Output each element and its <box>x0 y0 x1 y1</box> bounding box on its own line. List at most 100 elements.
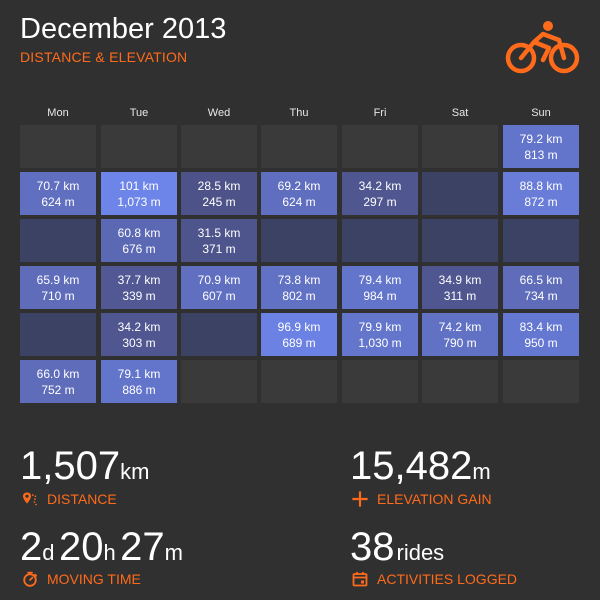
day-elevation: 752 m <box>41 382 75 397</box>
calendar-day-cell: 79.1 km 886 m <box>101 360 177 403</box>
weekday-label: Thu <box>289 107 309 119</box>
calendar-rest-day-cell <box>20 219 96 262</box>
distance-stat: 1,507km <box>20 444 149 494</box>
calendar-day-cell: 66.0 km 752 m <box>20 360 96 403</box>
day-distance: 70.9 km <box>197 272 241 287</box>
moving-time-hours-unit: h <box>103 540 116 565</box>
calendar-day-cell: 101 km 1,073 m <box>101 172 177 215</box>
calendar-empty-cell <box>181 125 257 168</box>
day-distance: 79.9 km <box>358 319 402 334</box>
day-distance: 60.8 km <box>117 225 161 240</box>
day-distance: 96.9 km <box>277 319 321 334</box>
day-distance: 74.2 km <box>438 319 482 334</box>
day-distance: 31.5 km <box>197 225 241 240</box>
calendar-day-cell: 70.9 km 607 m <box>181 266 257 309</box>
calendar-day-cell: 66.5 km 734 m <box>503 266 579 309</box>
distance-label-row: DISTANCE <box>22 490 117 508</box>
calendar-rest-day-cell <box>20 313 96 356</box>
day-elevation: 607 m <box>202 288 236 303</box>
day-elevation: 689 m <box>282 335 316 350</box>
calendar-day-cell: 74.2 km 790 m <box>422 313 498 356</box>
calendar-day-cell: 31.5 km 371 m <box>181 219 257 262</box>
day-distance: 69.2 km <box>277 178 321 193</box>
calendar-empty-cell <box>422 360 498 403</box>
calendar-day-cell: 79.2 km 813 m <box>503 125 579 168</box>
calendar-day-cell: 37.7 km 339 m <box>101 266 177 309</box>
calendar-empty-cell <box>342 360 418 403</box>
moving-time-days: 2 <box>20 525 43 569</box>
day-elevation: 813 m <box>524 147 558 162</box>
calendar-rest-day-cell <box>503 219 579 262</box>
calendar-day-cell: 79.9 km 1,030 m <box>342 313 418 356</box>
elevation-stat: 15,482m <box>350 444 491 494</box>
activities-stat: 38rides <box>350 525 444 575</box>
calendar-empty-cell <box>181 360 257 403</box>
day-elevation: 1,073 m <box>117 194 161 209</box>
day-elevation: 710 m <box>41 288 75 303</box>
calendar-day-cell: 65.9 km 710 m <box>20 266 96 309</box>
distance-label: DISTANCE <box>47 491 117 507</box>
day-distance: 101 km <box>119 178 159 193</box>
calendar-day-cell: 69.2 km 624 m <box>261 172 337 215</box>
calendar-rest-day-cell <box>261 219 337 262</box>
calendar-rest-day-cell <box>342 219 418 262</box>
route-pin-icon <box>23 492 38 506</box>
calendar-day-cell: 73.8 km 802 m <box>261 266 337 309</box>
day-distance: 66.5 km <box>519 272 563 287</box>
day-distance: 79.4 km <box>358 272 402 287</box>
day-elevation: 802 m <box>282 288 316 303</box>
moving-time-label-row: MOVING TIME <box>22 570 141 588</box>
day-elevation: 297 m <box>363 194 397 209</box>
moving-time-label: MOVING TIME <box>47 571 141 587</box>
moving-time-minutes-unit: m <box>164 540 183 565</box>
calendar-day-cell: 88.8 km 872 m <box>503 172 579 215</box>
activities-value: 38 <box>350 525 395 569</box>
day-distance: 79.2 km <box>519 131 563 146</box>
day-distance: 79.1 km <box>117 366 161 381</box>
day-elevation: 734 m <box>524 288 558 303</box>
weekday-label: Wed <box>207 107 231 119</box>
activities-label-row: ACTIVITIES LOGGED <box>352 570 517 588</box>
day-elevation: 311 m <box>443 288 477 303</box>
day-distance: 88.8 km <box>519 178 563 193</box>
day-elevation: 624 m <box>41 194 75 209</box>
weekday-label: Mon <box>47 107 69 119</box>
day-elevation: 624 m <box>282 194 316 209</box>
day-elevation: 245 m <box>202 194 236 209</box>
calendar-day-cell: 96.9 km 689 m <box>261 313 337 356</box>
page-title: December 2013 <box>20 13 227 45</box>
calendar-day-cell: 79.4 km 984 m <box>342 266 418 309</box>
calendar-empty-cell <box>20 125 96 168</box>
weekday-label: Sun <box>531 107 551 119</box>
calendar-icon <box>352 572 368 587</box>
day-distance: 66.0 km <box>36 366 80 381</box>
calendar-empty-cell <box>503 360 579 403</box>
day-elevation: 339 m <box>122 288 156 303</box>
elevation-label: ELEVATION GAIN <box>377 491 492 507</box>
day-distance: 34.2 km <box>358 178 402 193</box>
stopwatch-icon <box>23 571 38 587</box>
day-distance: 37.7 km <box>117 272 161 287</box>
page-subtitle: DISTANCE & ELEVATION <box>20 49 188 65</box>
calendar-empty-cell <box>101 125 177 168</box>
day-distance: 34.2 km <box>117 319 161 334</box>
day-elevation: 886 m <box>122 382 156 397</box>
moving-time-stat: 2d 20h 27m <box>20 525 183 575</box>
calendar-day-cell: 34.2 km 303 m <box>101 313 177 356</box>
day-distance: 73.8 km <box>277 272 321 287</box>
day-distance: 34.9 km <box>438 272 482 287</box>
day-elevation: 790 m <box>443 335 477 350</box>
calendar-day-cell: 83.4 km 950 m <box>503 313 579 356</box>
distance-value: 1,507 <box>20 444 121 488</box>
day-elevation: 303 m <box>122 335 156 350</box>
cyclist-icon <box>505 21 580 74</box>
calendar-day-cell: 34.9 km 311 m <box>422 266 498 309</box>
activities-unit: rides <box>396 540 445 565</box>
moving-time-hours: 20 <box>58 525 104 569</box>
day-elevation: 676 m <box>122 241 156 256</box>
calendar-empty-cell <box>261 125 337 168</box>
calendar-empty-cell <box>261 360 337 403</box>
calendar-day-cell: 34.2 km 297 m <box>342 172 418 215</box>
moving-time-minutes: 27 <box>120 525 165 569</box>
